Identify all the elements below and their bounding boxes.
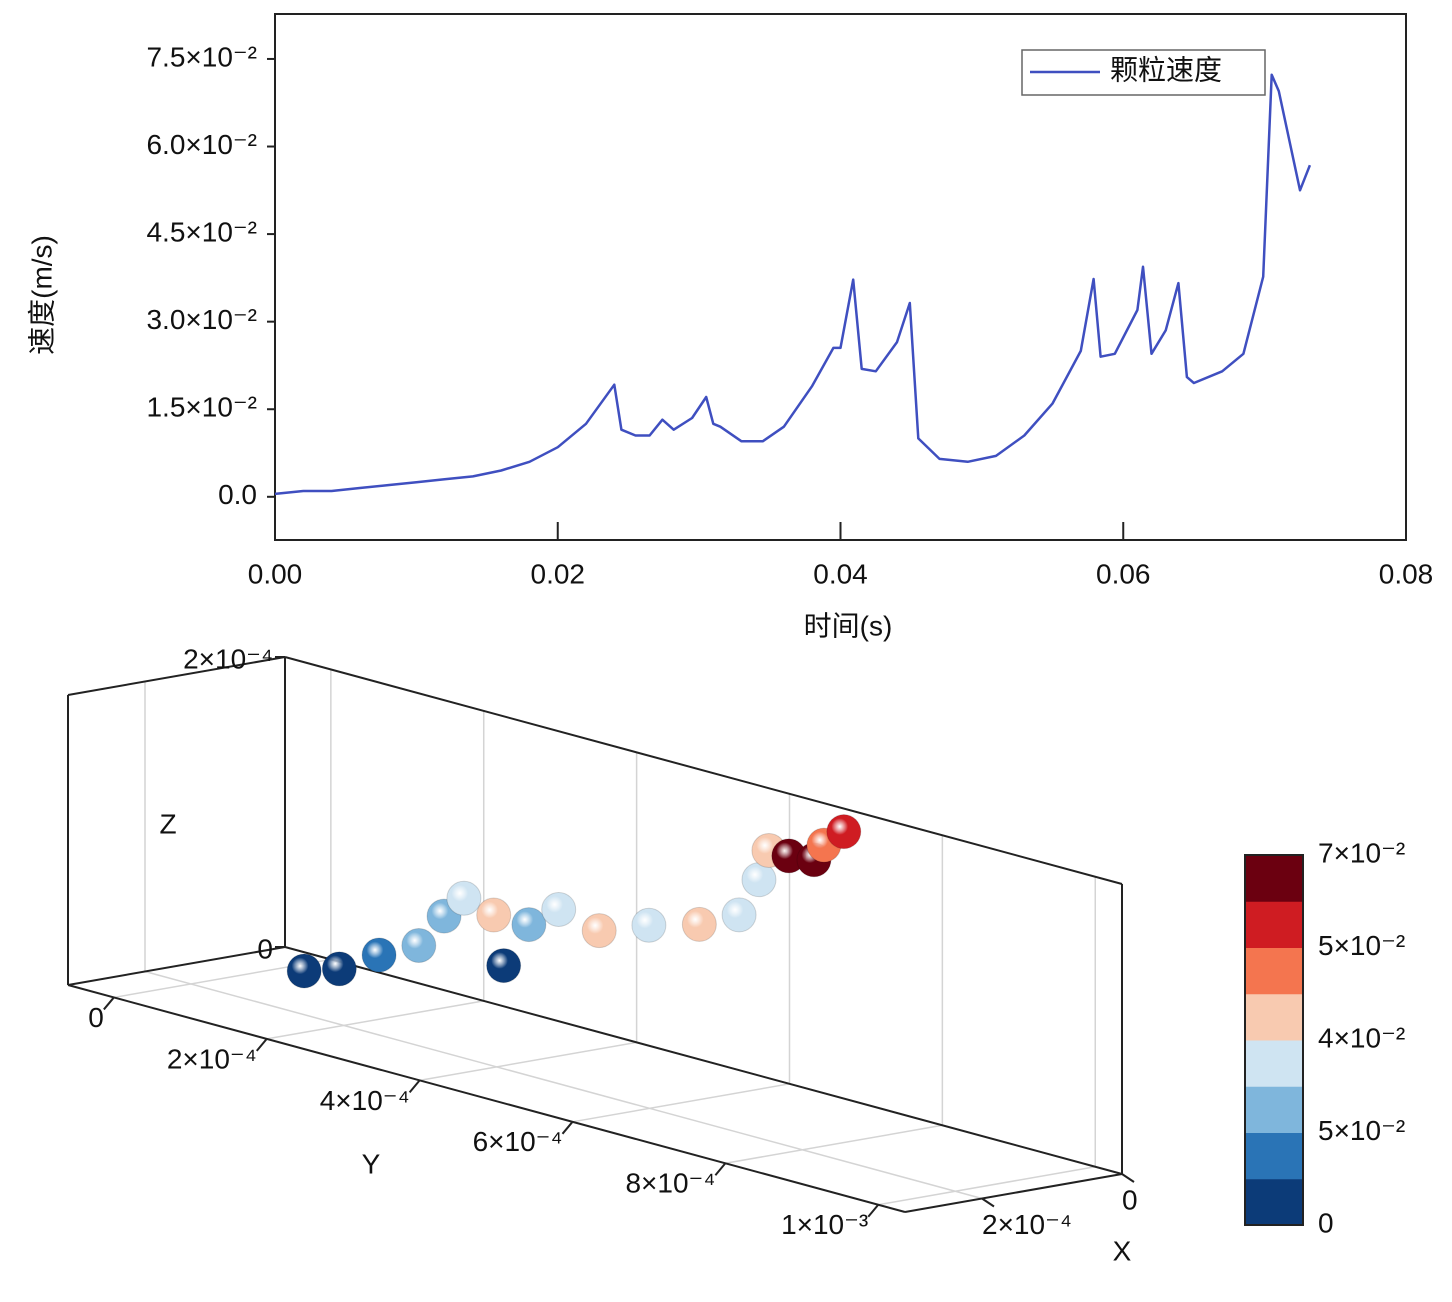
colorbar-band	[1245, 993, 1303, 1041]
y-tick-label: 0.0	[218, 479, 257, 510]
colorbar-band	[1245, 1132, 1303, 1180]
box-edge	[67, 656, 286, 696]
colorbar-frame	[1244, 854, 1304, 1226]
x-tick-label: 2×10⁻⁴	[982, 1209, 1072, 1240]
y-axis-title: Y	[362, 1148, 381, 1179]
y-tick	[408, 1079, 421, 1094]
trajectory-point	[826, 814, 862, 850]
colorbar-label: 5×10⁻²	[1318, 1115, 1405, 1146]
box-edge	[67, 984, 906, 1213]
grid-line	[572, 1083, 790, 1123]
box-edge	[284, 946, 1123, 1175]
y-tick	[714, 1162, 727, 1176]
x-tick-label: 0.08	[1379, 558, 1434, 589]
trajectory-point	[511, 907, 547, 943]
trajectory-point	[486, 948, 522, 984]
grid-line	[878, 1166, 1096, 1206]
y-tick	[561, 1121, 574, 1135]
x-tick-label: 0.00	[248, 558, 303, 589]
colorbar-label: 0	[1318, 1207, 1334, 1238]
y-tick-label: 1×10⁻³	[781, 1209, 868, 1240]
trajectory-point	[476, 897, 512, 933]
trajectory-point	[681, 906, 717, 942]
x-tick	[1121, 1173, 1135, 1183]
trajectory-point	[401, 927, 437, 963]
y-tick-label: 8×10⁻⁴	[625, 1168, 715, 1199]
y-tick	[867, 1204, 880, 1218]
colorbar-band	[1245, 947, 1303, 995]
y-tick-label: 6×10⁻⁴	[473, 1126, 563, 1157]
x-tick	[981, 1197, 995, 1208]
grid-line	[419, 1041, 637, 1082]
x-axis-title: X	[1113, 1235, 1132, 1266]
data-line	[274, 73, 1312, 496]
trajectory-point	[446, 880, 482, 916]
grid-line	[266, 1000, 484, 1040]
y-tick-label: 0	[88, 1002, 104, 1033]
trajectory-point	[541, 891, 577, 927]
box-edge	[284, 656, 1123, 885]
colorbar-band	[1245, 855, 1303, 902]
x-tick-label: 0.06	[1096, 558, 1151, 589]
x-axis-label: 时间(s)	[804, 610, 893, 641]
box-edge	[904, 1173, 1123, 1213]
trajectory-point	[321, 951, 357, 987]
trajectory-point	[361, 937, 397, 973]
y-tick-label: 1.5×10⁻²	[146, 392, 257, 423]
colorbar-band	[1245, 901, 1303, 948]
colorbar-band	[1245, 1086, 1303, 1133]
x-tick-label: 0.04	[813, 558, 868, 589]
z-tick-label: 2×10⁻⁴	[183, 643, 273, 674]
trajectory-point	[721, 897, 757, 933]
y-tick	[103, 996, 115, 1011]
colorbar-band	[1245, 1040, 1303, 1087]
colorbar-label: 7×10⁻²	[1318, 837, 1405, 868]
trajectory-point	[631, 907, 667, 943]
grid-line	[144, 970, 983, 1200]
y-tick	[255, 1038, 268, 1052]
y-tick-label: 6.0×10⁻²	[146, 129, 257, 160]
y-tick-label: 2×10⁻⁴	[167, 1043, 257, 1074]
y-axis-label: 速度(m/s)	[26, 235, 57, 355]
z-axis-title: Z	[159, 808, 176, 839]
y-tick-label: 3.0×10⁻²	[146, 304, 257, 335]
z-tick-label: 0	[257, 933, 273, 964]
y-tick-label: 7.5×10⁻²	[146, 41, 257, 72]
trajectory-point	[286, 953, 322, 989]
trajectory-point	[581, 913, 617, 949]
x-tick-label: 0	[1122, 1184, 1138, 1215]
colorbar-label: 4×10⁻²	[1318, 1022, 1405, 1053]
colorbar-label: 5×10⁻²	[1318, 930, 1405, 961]
box-edge	[67, 946, 286, 986]
y-tick-label: 4.5×10⁻²	[146, 216, 257, 247]
colorbar-band	[1245, 1178, 1303, 1226]
grid-line	[725, 1124, 943, 1165]
x-tick-label: 0.02	[531, 558, 586, 589]
legend-label: 颗粒速度	[1110, 54, 1222, 85]
y-tick-label: 4×10⁻⁴	[320, 1085, 410, 1116]
